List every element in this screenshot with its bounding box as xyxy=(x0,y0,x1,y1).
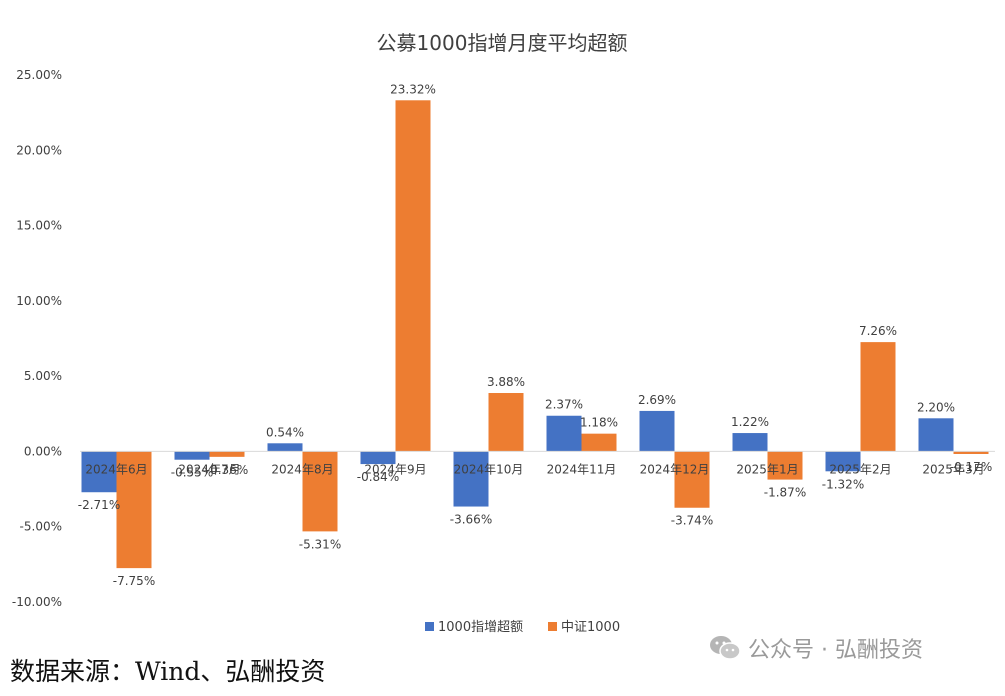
x-tick-label: 2024年11月 xyxy=(547,462,617,476)
y-tick-label: 25.00% xyxy=(16,68,62,82)
data-label: 23.32% xyxy=(390,82,436,96)
bar-csi1000-2 xyxy=(302,451,338,532)
x-tick-label: 2024年12月 xyxy=(640,462,710,476)
bar-csi1000-0 xyxy=(116,451,152,569)
data-label: -1.32% xyxy=(822,477,864,491)
bar-csi1000-8 xyxy=(860,342,896,452)
data-label: 2.20% xyxy=(917,400,955,414)
y-tick-label: 5.00% xyxy=(24,369,62,383)
bar-csi1000-1 xyxy=(209,451,245,457)
chart-title: 公募1000指增月度平均超额 xyxy=(377,31,628,55)
x-tick-label: 2024年7月 xyxy=(178,462,240,476)
data-label: 2.37% xyxy=(545,398,583,412)
data-label: -5.31% xyxy=(299,537,341,551)
x-tick-label: 2024年6月 xyxy=(85,462,147,476)
data-label: -1.87% xyxy=(764,486,806,500)
data-label: 3.88% xyxy=(487,375,525,389)
y-axis: -10.00% -5.00% 0.00% 5.00% 10.00% 15.00% 20.00… xyxy=(12,68,62,609)
legend-swatch xyxy=(548,622,557,631)
x-tick-label: 2025年3月 xyxy=(922,462,984,476)
bar-enhanced-9 xyxy=(918,418,954,452)
data-label: -0.36% xyxy=(206,463,248,477)
bar-enhanced-8 xyxy=(825,451,861,472)
y-tick-label: 10.00% xyxy=(16,294,62,308)
legend-label: 1000指增超额 xyxy=(438,620,523,635)
x-tick-label: 2024年9月 xyxy=(364,462,426,476)
y-tick-label: 15.00% xyxy=(16,219,62,233)
watermark: 公众号 · 弘酬投资 xyxy=(708,632,923,664)
data-label: 0.54% xyxy=(266,425,304,439)
legend-label: 中证1000 xyxy=(561,620,620,635)
data-label: -3.66% xyxy=(450,513,492,527)
legend-swatch xyxy=(425,622,434,631)
data-label: 7.26% xyxy=(859,324,897,338)
bars xyxy=(81,100,989,569)
data-label: 1.22% xyxy=(731,415,769,429)
source-note: 数据来源：Wind、弘酬投资 xyxy=(10,657,326,686)
y-tick-label: 20.00% xyxy=(16,143,62,157)
bar-csi1000-6 xyxy=(674,451,710,508)
data-label: -7.75% xyxy=(113,574,155,588)
bar-enhanced-0 xyxy=(81,451,117,493)
bar-enhanced-1 xyxy=(174,451,210,460)
data-labels: -2.71% -0.55% 0.54% -0.84% -3.66% 2.37% 2.69% 1… xyxy=(78,82,992,588)
data-label: -0.17% xyxy=(950,460,992,474)
watermark-text: 公众号 · 弘酬投资 xyxy=(748,638,923,663)
bar-csi1000-4 xyxy=(488,393,524,452)
data-label: 2.69% xyxy=(638,393,676,407)
data-label: -0.55% xyxy=(171,466,213,480)
bar-csi1000-3 xyxy=(395,100,431,452)
data-label: -0.84% xyxy=(357,470,399,484)
y-tick-label: -5.00% xyxy=(20,520,62,534)
data-label: -3.74% xyxy=(671,514,713,528)
bar-enhanced-4 xyxy=(453,451,489,507)
bar-enhanced-3 xyxy=(360,451,396,465)
y-tick-label: -10.00% xyxy=(12,595,62,609)
legend: 1000指增超额 中证1000 xyxy=(425,620,620,635)
x-tick-label: 2024年8月 xyxy=(271,462,333,476)
bar-csi1000-9 xyxy=(953,451,989,454)
x-tick-label: 2025年2月 xyxy=(829,462,891,476)
data-label: -2.71% xyxy=(78,498,120,512)
bar-csi1000-7 xyxy=(767,451,803,480)
bar-enhanced-5 xyxy=(546,415,582,452)
x-axis-labels: 2024年6月 2024年7月 2024年8月 2024年9月 2024年10月 2024… xyxy=(85,462,984,476)
wechat-icon xyxy=(710,636,741,660)
bar-chart: 公募1000指增月度平均超额 -10.00% -5.00% 0.00% 5.00% 10… xyxy=(12,31,995,635)
bar-csi1000-5 xyxy=(581,433,617,452)
x-tick-label: 2025年1月 xyxy=(736,462,798,476)
bar-enhanced-7 xyxy=(732,433,768,452)
bar-enhanced-2 xyxy=(267,443,303,452)
bar-enhanced-6 xyxy=(639,410,675,452)
data-label: 1.18% xyxy=(580,416,618,430)
x-tick-label: 2024年10月 xyxy=(454,462,524,476)
y-tick-label: 0.00% xyxy=(24,444,62,458)
